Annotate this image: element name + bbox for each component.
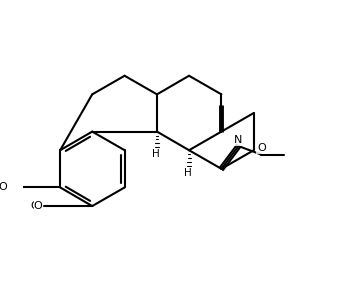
Text: O: O (0, 182, 7, 193)
Text: O: O (257, 143, 266, 153)
Text: O: O (31, 201, 39, 211)
Text: O: O (34, 201, 42, 211)
Text: N: N (234, 135, 243, 145)
Text: H: H (184, 168, 191, 178)
Text: H: H (152, 149, 159, 159)
